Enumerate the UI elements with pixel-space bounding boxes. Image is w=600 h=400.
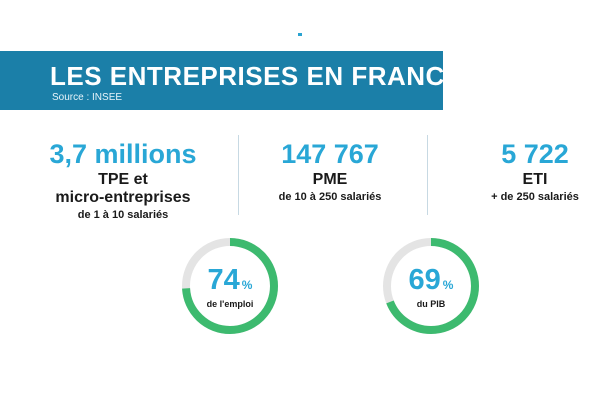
percent-sign: % bbox=[241, 278, 253, 292]
stat-tpe: 3,7 millions TPE et micro-entreprises de… bbox=[28, 139, 218, 222]
donut-value: 69 bbox=[408, 264, 441, 296]
column-divider bbox=[427, 135, 428, 215]
stat-number: 3,7 millions bbox=[49, 139, 197, 169]
title-banner: LES ENTREPRISES EN FRANCE Source : INSEE bbox=[0, 51, 462, 110]
donut-fill bbox=[383, 238, 479, 334]
donut-pib: 69% du PIB bbox=[381, 236, 481, 336]
donut-fill bbox=[182, 238, 278, 334]
donut-ring bbox=[182, 238, 278, 334]
donut-percent: 74% bbox=[180, 264, 280, 297]
stat-pme: 147 767 PME de 10 à 250 salariés bbox=[240, 139, 420, 204]
stat-eti: 5 722 ETI + de 250 salariés bbox=[450, 139, 600, 204]
top-accent-mark bbox=[298, 33, 302, 36]
donut-value: 74 bbox=[207, 264, 240, 296]
donut-ring bbox=[383, 238, 479, 334]
stat-category: TPE et bbox=[98, 171, 148, 188]
donut-percent: 69% bbox=[381, 264, 481, 297]
donut-label: du PIB bbox=[416, 299, 446, 309]
stat-category-line2: micro-entreprises bbox=[55, 189, 191, 206]
stat-number: 147 767 bbox=[281, 139, 379, 169]
source-note: Source : INSEE bbox=[52, 92, 123, 103]
donut-label: de l'emploi bbox=[206, 299, 254, 309]
stat-subtitle: de 10 à 250 salariés bbox=[278, 191, 382, 203]
stat-category: PME bbox=[312, 171, 348, 188]
donut-emploi: 74% de l'emploi bbox=[180, 236, 280, 336]
page-title: LES ENTREPRISES EN FRANCE bbox=[50, 61, 463, 91]
percent-sign: % bbox=[442, 278, 454, 292]
stat-category: ETI bbox=[522, 171, 548, 188]
column-divider bbox=[238, 135, 239, 215]
stat-subtitle: + de 250 salariés bbox=[491, 191, 579, 203]
stat-subtitle: de 1 à 10 salariés bbox=[77, 209, 169, 221]
stat-number: 5 722 bbox=[501, 139, 569, 169]
